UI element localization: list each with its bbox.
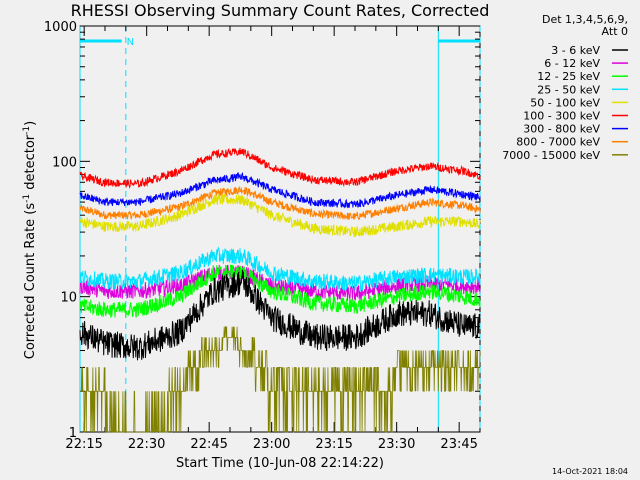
- x-axis-label: Start Time (10-Jun-08 22:14:22): [176, 456, 384, 471]
- footer-date: 14-Oct-2021 18:04: [552, 467, 628, 476]
- legend-label-5: 50 - 100 keV: [530, 96, 600, 109]
- series-line-8: [79, 185, 481, 220]
- chart-title: RHESSI Observing Summary Count Rates, Co…: [71, 1, 490, 20]
- y-axis-label-sup-1: -1: [22, 194, 32, 203]
- series-line-9: [80, 326, 481, 433]
- series-line-1: [79, 269, 481, 361]
- legend-label-3: 12 - 25 keV: [537, 70, 600, 83]
- x-tick-label-5: 23:15: [315, 437, 352, 452]
- plot-area: N 1 10 100 1000 22:15 22:30 22:45 23:00 23:15 23:3…: [44, 20, 481, 452]
- x-tick-label-4: 23:00: [253, 437, 290, 452]
- legend-label-7: 300 - 800 keV: [523, 123, 600, 136]
- legend-header-line-2: Att 0: [602, 25, 628, 38]
- y-tick-label-4: 1000: [44, 20, 77, 35]
- legend-label-9: 7000 - 15000 keV: [502, 149, 600, 162]
- series-line-5: [79, 193, 481, 238]
- y-axis-label-sup-2: -1: [22, 126, 32, 135]
- y-axis-label-part-2: detector: [23, 134, 38, 194]
- y-tick-label-2: 10: [60, 291, 77, 306]
- legend-label-4: 25 - 50 keV: [537, 83, 600, 96]
- series-line-4: [79, 246, 481, 292]
- x-tick-label-3: 22:45: [190, 437, 227, 452]
- y-axis-label-part-1: Corrected Count Rate (s: [23, 203, 38, 360]
- legend-label-8: 800 - 7000 keV: [516, 136, 600, 149]
- night-label: N: [127, 37, 134, 48]
- series-line-7: [79, 171, 481, 209]
- y-tick-label-1: 1: [69, 426, 77, 441]
- x-tick-label-2: 22:30: [128, 437, 165, 452]
- x-tick-label-7: 23:45: [440, 437, 477, 452]
- legend-label-2: 6 - 12 keV: [544, 57, 600, 70]
- series-line-6: [79, 147, 481, 189]
- y-axis-label: Corrected Count Rate (s-1 detector-1): [22, 121, 38, 359]
- series-line-3: [79, 263, 481, 318]
- legend-label-1: 3 - 6 keV: [551, 44, 600, 57]
- legend-label-6: 100 - 300 keV: [523, 110, 600, 123]
- legend-header-line-1: Det 1,3,4,5,6,9,: [542, 13, 628, 26]
- x-tick-label-6: 23:30: [378, 437, 415, 452]
- y-axis-label-part-3: ): [23, 121, 38, 126]
- x-tick-label-1: 22:15: [65, 437, 102, 452]
- y-tick-label-3: 100: [52, 155, 77, 170]
